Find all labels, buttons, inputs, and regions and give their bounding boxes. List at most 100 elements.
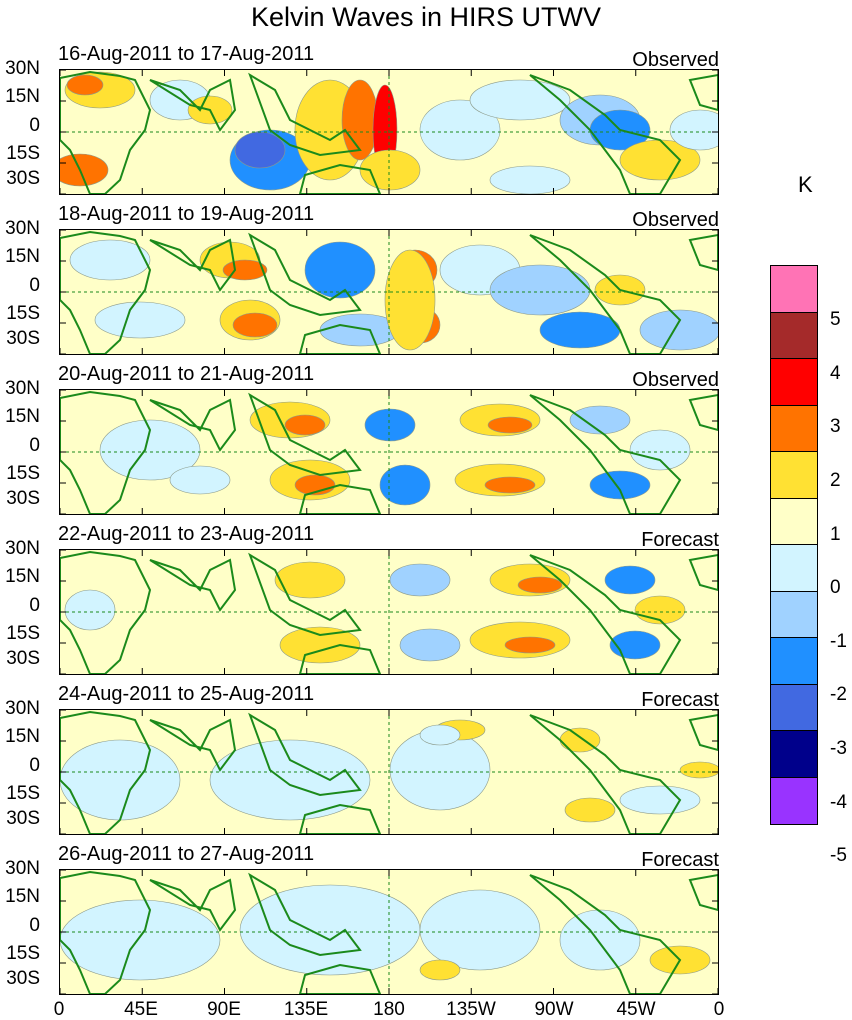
colorbar-unit: K [798,172,813,197]
anomaly-contour [559,727,601,753]
anomaly-field [60,230,718,354]
anomaly-contour [484,476,536,494]
anomaly-field [60,710,718,834]
lat-tick-label: 0 [29,435,40,456]
lat-tick-label: 15S [6,142,40,164]
colorbar-tick-label: 1 [830,524,841,545]
anomaly-field [60,550,718,674]
anomaly-map [59,549,719,675]
anomaly-contour [539,311,621,349]
lat-tick-label: 15N [5,245,40,267]
lat-tick-label: 15N [5,405,40,427]
coastline [149,238,237,292]
anomaly-contour [60,899,221,981]
anomaly-map [59,389,719,515]
anomaly-contour [239,884,421,976]
anomaly-contour [489,165,571,194]
anomaly-contour [399,628,461,662]
figure-title: Kelvin Waves in HIRS UTWV [250,2,602,32]
anomaly-contour [629,429,691,471]
colorbar-swatch [771,498,817,545]
anomaly-contour [66,74,104,96]
anomaly-field [60,70,718,194]
lat-tick-label: 0 [29,755,40,776]
coastline [529,874,682,994]
coastline [688,553,718,592]
anomaly-field [60,870,718,994]
colorbar-swatch [771,405,817,452]
anomaly-contour [589,470,651,500]
anomaly-contour [389,563,451,597]
colorbar-swatch [771,731,817,778]
coastline [60,870,152,994]
anomaly-map [59,709,719,835]
anomaly-contour [64,589,116,631]
lat-tick-label: 30S [6,488,40,509]
coastline [248,712,362,797]
colorbar-swatch [771,266,817,313]
anomaly-field [60,390,718,514]
coastline [298,963,382,994]
coastline [298,323,382,354]
coastline [248,232,362,317]
lon-tick-label: 135E [283,999,329,1020]
status-label: Observed [632,49,719,71]
colorbar-tick-label: 2 [830,470,841,491]
colorbar-tick-label: -3 [830,738,847,759]
lon-tick-label: 90E [207,999,241,1020]
coastline [248,552,362,637]
lon-tick-label: 0 [53,999,65,1020]
anomaly-contour [364,408,416,442]
coastline [688,73,718,112]
anomaly-contour [94,301,186,339]
lat-tick-label: 30N [5,538,40,559]
lat-tick-label: 15N [5,725,40,747]
coastline [529,394,682,514]
anomaly-contour [619,785,701,815]
coastline [529,714,682,834]
anomaly-contour [379,464,431,506]
anomaly-contour [419,889,541,971]
date-range-label: 26-Aug-2011 to 27-Aug-2011 [58,843,315,865]
coastline [149,78,237,132]
coastline [60,710,152,834]
map-panel: 20-Aug-2011 to 21-Aug-2011 Observed 30N 1… [0,362,852,522]
anomaly-contour [169,465,231,495]
colorbar [770,265,818,825]
colorbar-swatch [771,452,817,499]
coastline [529,74,682,194]
lon-tick-label: 135W [446,999,496,1020]
status-label: Observed [632,209,719,231]
lat-tick-label: 15S [6,302,40,324]
coastline [149,558,237,612]
anomaly-contour [209,739,371,821]
anomaly-contour [419,99,501,161]
coastline [688,393,718,432]
coastline [149,398,237,452]
anomaly-contour [69,239,151,281]
colorbar-tick-label: 5 [830,309,841,330]
coastline [60,550,152,674]
lat-tick-label: 30N [5,858,40,879]
coastline [688,233,718,272]
coastline [688,713,718,752]
anomaly-contour [504,636,556,654]
lat-tick-label: 30S [6,968,40,989]
lon-tick-label: 45W [616,999,656,1020]
lat-tick-label: 30S [6,808,40,829]
date-range-label: 18-Aug-2011 to 19-Aug-2011 [58,203,315,225]
lat-tick-label: 15N [5,565,40,587]
coastline [688,873,718,912]
coastline [149,878,237,932]
anomaly-contour [419,724,461,746]
anomaly-map [59,229,719,355]
map-panel: 26-Aug-2011 to 27-Aug-2011 Forecast 30N 1… [0,842,852,1002]
anomaly-contour [639,309,718,351]
lon-tick-label: 0 [713,999,725,1020]
anomaly-contour [487,416,533,434]
status-label: Forecast [641,689,719,711]
colorbar-swatch [771,591,817,638]
colorbar-swatch [771,545,817,592]
lat-tick-label: 15S [6,782,40,804]
lat-tick-label: 30N [5,58,40,79]
